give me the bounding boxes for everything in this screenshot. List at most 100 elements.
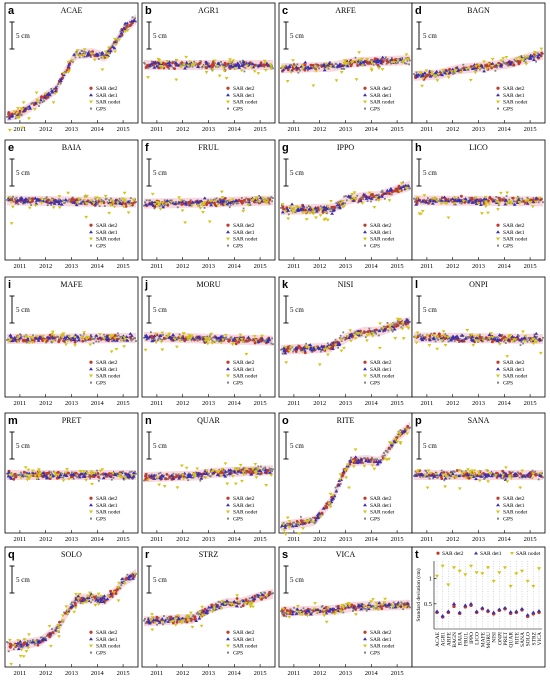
- gps-point: [175, 473, 177, 476]
- sar-point: [435, 335, 440, 339]
- gps-point: [58, 198, 60, 201]
- x-tick-label: 2015: [391, 263, 404, 270]
- x-tick-label: 2012: [313, 126, 326, 133]
- sar-point: [245, 469, 249, 473]
- sar-point: [385, 188, 390, 192]
- gps-point: [340, 204, 343, 206]
- sar-point: [58, 198, 63, 202]
- sar-point: [328, 65, 333, 69]
- gps-point: [397, 320, 399, 322]
- sar-point: [292, 209, 297, 213]
- sar-point: [455, 199, 460, 202]
- gps-point: [399, 322, 402, 325]
- gps-point: [81, 50, 84, 52]
- sar-point: [247, 200, 252, 204]
- sar-point: [82, 470, 86, 474]
- sar-point: [322, 348, 327, 352]
- sar-point: [219, 199, 223, 203]
- sar-point: [289, 71, 294, 75]
- legend-marker: [89, 237, 93, 241]
- x-tick-label: 2012: [176, 126, 189, 133]
- sar-point: [309, 345, 313, 349]
- sar-point: [203, 200, 207, 204]
- sar-point: [21, 200, 26, 204]
- sar-point: [377, 460, 382, 464]
- gps-point: [190, 339, 193, 342]
- legend-marker: [363, 374, 367, 378]
- sar-point: [169, 335, 173, 339]
- sar-point: [102, 337, 107, 341]
- sar-point: [286, 68, 290, 72]
- sar-point: [537, 337, 542, 341]
- gps-point: [145, 199, 148, 202]
- gps-point: [28, 197, 31, 199]
- gps-point: [294, 523, 297, 525]
- sar-point: [319, 344, 324, 348]
- gps-point: [381, 189, 384, 192]
- gps-point: [289, 524, 292, 527]
- x-tick-label: 2013: [339, 400, 352, 407]
- sar-point: [530, 205, 535, 209]
- sar-point: [303, 60, 308, 64]
- gps-point: [281, 348, 283, 351]
- sar-point: [357, 58, 362, 62]
- gps-point: [188, 472, 190, 475]
- gps-point: [343, 336, 346, 339]
- gps-point: [360, 334, 363, 337]
- gps-point: [215, 197, 218, 200]
- gps-point: [319, 350, 322, 353]
- gps-point: [221, 335, 224, 337]
- gps-point: [403, 428, 406, 430]
- sar-point: [98, 336, 102, 340]
- gps-point: [329, 210, 332, 213]
- sar-point: [283, 209, 288, 213]
- gps-point: [251, 339, 254, 342]
- sar-point: [397, 184, 401, 188]
- legend-marker: [363, 93, 367, 97]
- legend-marker: [226, 496, 230, 500]
- gps-point: [504, 342, 507, 344]
- gps-point: [259, 473, 261, 476]
- sar-point: [75, 49, 80, 53]
- gps-point: [47, 477, 50, 480]
- gps-point: [225, 65, 228, 68]
- gps-point: [43, 100, 46, 102]
- sar-point: [281, 67, 286, 71]
- sar-point: [254, 197, 259, 201]
- sar-point: [507, 59, 511, 63]
- legend-label: SAR det1: [233, 93, 255, 99]
- sar-point: [23, 466, 28, 470]
- gps-point: [194, 64, 196, 67]
- gps-point: [265, 339, 267, 342]
- sar-point: [35, 477, 40, 481]
- sar-point: [186, 64, 191, 68]
- gps-point: [437, 338, 440, 341]
- gps-point: [17, 203, 20, 206]
- sar-point: [23, 107, 28, 110]
- legend-label: SAR det1: [370, 93, 392, 99]
- sar-point: [446, 336, 450, 340]
- legend-label: SAR det2: [233, 223, 255, 229]
- sar-point: [7, 114, 11, 118]
- sar-point: [131, 199, 136, 203]
- x-tick-label: 2015: [524, 400, 537, 407]
- sar-point: [113, 201, 118, 205]
- sar-point: [536, 55, 540, 59]
- sar-point: [528, 56, 533, 60]
- sar-point: [166, 334, 171, 338]
- uncertainty-band: [281, 421, 410, 532]
- gps-point: [420, 335, 423, 338]
- gps-point: [87, 475, 90, 478]
- gps-point: [54, 339, 57, 342]
- gps-point: [60, 476, 63, 479]
- sar-point: [415, 74, 419, 78]
- panel-title: RITE: [337, 416, 355, 425]
- gps-point: [378, 65, 381, 68]
- gps-point: [285, 64, 288, 67]
- sar-point: [203, 339, 208, 343]
- sar-point: [525, 201, 530, 205]
- legend-label: SAR nodet: [370, 237, 395, 243]
- gps-point: [173, 476, 176, 479]
- sar-point: [179, 199, 183, 203]
